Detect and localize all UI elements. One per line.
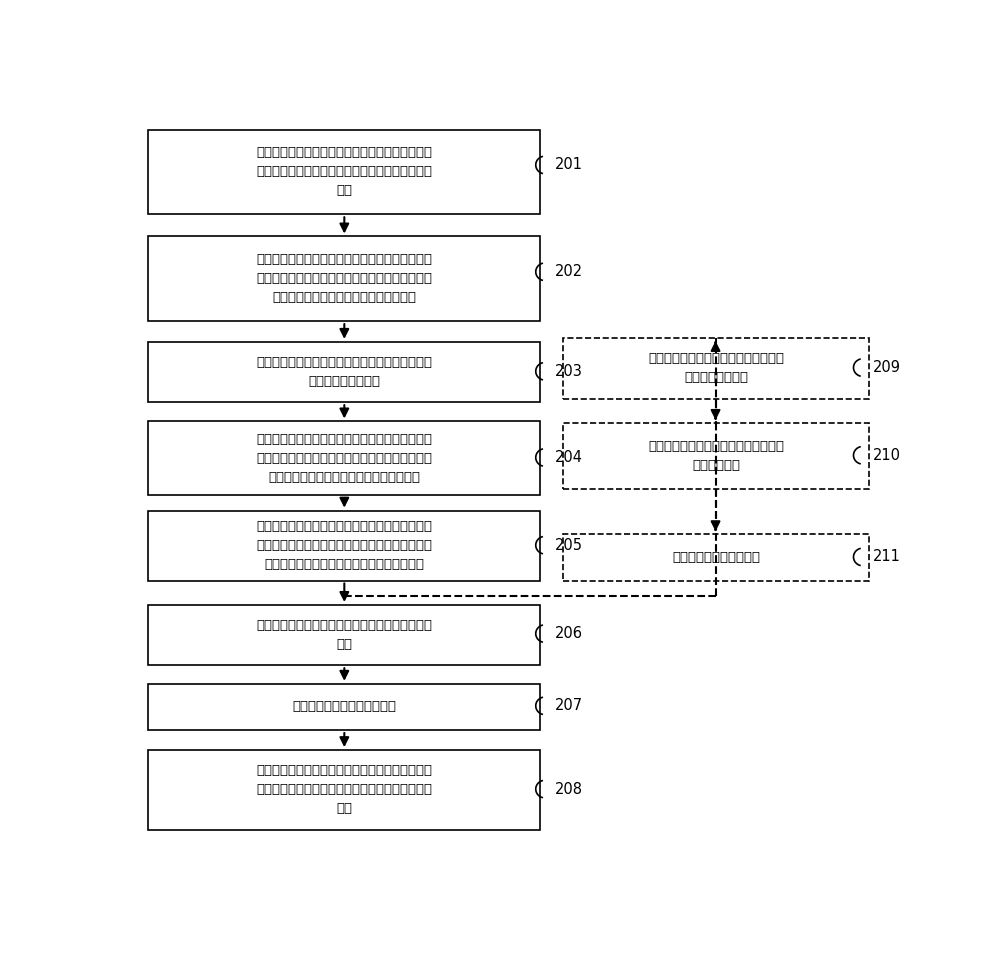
Text: 209: 209	[873, 360, 901, 375]
Text: 210: 210	[873, 448, 901, 463]
Text: 202: 202	[555, 264, 583, 279]
Text: 203: 203	[555, 364, 583, 379]
FancyBboxPatch shape	[148, 236, 540, 322]
Text: 获取第一应用程序的耗电信息: 获取第一应用程序的耗电信息	[292, 701, 396, 713]
Text: 204: 204	[555, 450, 583, 465]
FancyBboxPatch shape	[563, 423, 869, 489]
Text: 207: 207	[555, 699, 583, 713]
Text: 当检测到非用户触发启动的应用程序时，获取终端
当前的应用场景信息: 当检测到非用户触发启动的应用程序时，获取终端 当前的应用场景信息	[256, 356, 432, 388]
Text: 获取用户触发启动的应用程序的操作链路，根据操
作链路确定由所述应用程序关联启动的被调用应用
程序: 获取用户触发启动的应用程序的操作链路，根据操 作链路确定由所述应用程序关联启动的…	[256, 146, 432, 197]
FancyBboxPatch shape	[148, 342, 540, 402]
Text: 206: 206	[555, 626, 583, 641]
Text: 211: 211	[873, 549, 901, 565]
FancyBboxPatch shape	[563, 338, 869, 398]
Text: 根据预先存储的应用场景与应用程序的对应关系，
确定与终端当前的应用场景信息对应的至少一个第
一应用程序，将第一应用程序作为第一集合: 根据预先存储的应用场景与应用程序的对应关系， 确定与终端当前的应用场景信息对应的…	[256, 433, 432, 483]
FancyBboxPatch shape	[148, 421, 540, 495]
Text: 208: 208	[555, 782, 583, 796]
FancyBboxPatch shape	[148, 683, 540, 730]
Text: 关闭弹窗广告类应用程序: 关闭弹窗广告类应用程序	[672, 551, 760, 564]
FancyBboxPatch shape	[148, 510, 540, 581]
Text: 根据类型确定第一应用程序中的弹窗广
告类应用程序: 根据类型确定第一应用程序中的弹窗广 告类应用程序	[648, 440, 784, 472]
Text: 将非用户触发启动的应用程序作为第二集合，确定
第二集合中不属于第一集合的第二应用程序，并控
制第一应用程序维持运行，关闭第二应用程序: 将非用户触发启动的应用程序作为第二集合，确定 第二集合中不属于第一集合的第二应用…	[256, 520, 432, 571]
Text: 获取非用户触发启动的应用程序中的第
一应用程序的类型: 获取非用户触发启动的应用程序中的第 一应用程序的类型	[648, 352, 784, 385]
FancyBboxPatch shape	[148, 129, 540, 214]
FancyBboxPatch shape	[148, 605, 540, 665]
Text: 根据耗电信息对第一应用程序进行排序，根据排序
结果及第一关闭策略控制第一应用程序关闭或维持
运行: 根据耗电信息对第一应用程序进行排序，根据排序 结果及第一关闭策略控制第一应用程序…	[256, 765, 432, 815]
Text: 201: 201	[555, 158, 583, 172]
Text: 获取终端的电量信息，根据电量信息匹配第一关闭
策略: 获取终端的电量信息，根据电量信息匹配第一关闭 策略	[256, 619, 432, 651]
FancyBboxPatch shape	[563, 534, 869, 581]
FancyBboxPatch shape	[148, 750, 540, 830]
Text: 将被调用应用程序在操作链路中的层号与预设层号
阈值进行比较，将层号超过预设层号阈值的被调用
应用程序作为非用户触发启动的应用程序: 将被调用应用程序在操作链路中的层号与预设层号 阈值进行比较，将层号超过预设层号阈…	[256, 254, 432, 304]
Text: 205: 205	[555, 538, 583, 553]
